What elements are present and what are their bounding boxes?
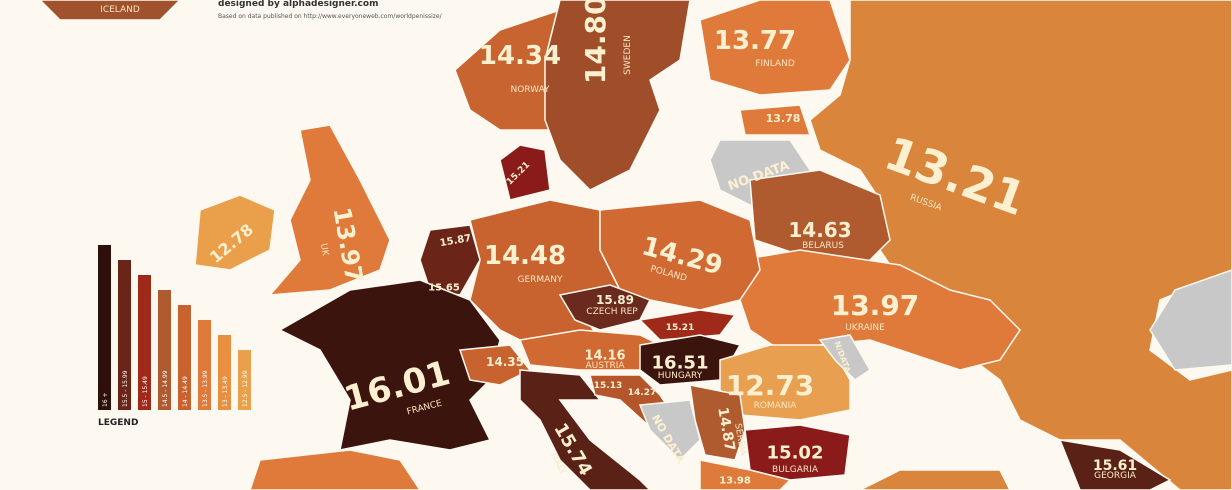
country-value: 13.98 [719,476,751,487]
country-name: BULGARIA [772,465,819,475]
finland [699,0,851,96]
country-name: CZECH REP [586,307,638,317]
spain [249,449,421,490]
country-value: 12.73 [726,369,815,402]
france [278,279,501,451]
legend-swatch [138,275,151,410]
macedonia [699,459,792,490]
legend-swatch [198,320,211,410]
legend-label: 16 + [102,392,109,407]
country-value: 14.27 [628,388,656,398]
legend-swatch [98,245,111,410]
country-value: 14.48 [484,241,566,271]
country-value: 15.21 [666,323,694,333]
country-value: 15.02 [767,442,824,463]
legend-label: 15.5 - 15.99 [122,370,129,407]
legend-label: 12.5 - 12.99 [242,370,249,407]
serbia [689,384,746,461]
georgia [1058,439,1172,490]
switzerland [458,344,532,386]
country-value: 14.87 [714,406,737,452]
poland [599,199,761,311]
country-value: 14.80 [579,0,612,84]
country-name: BELARUS [802,241,844,251]
legend-swatch [238,350,251,410]
country-name: UK [318,243,330,258]
legend-label: 14 - 14.49 [182,376,189,407]
country-name: ROMANIA [754,401,798,411]
source: Based on data published on http://www.ev… [218,13,443,20]
country-name: ICELAND [100,5,140,15]
turkey [859,469,1011,490]
legend-swatch [118,260,131,410]
bosnia [638,399,701,462]
legend-title: LEGEND [98,418,138,428]
slovakia [638,309,737,341]
legend-label: 15 - 15.49 [142,376,149,407]
country-name: NORWAY [510,85,550,95]
country-name: GEORGIA [1094,471,1137,481]
kazakhstan [1149,269,1232,371]
country-name: SWEDEN [623,35,633,75]
legend-label: 14.5 - 14.99 [162,370,169,407]
legend-swatch [158,290,171,410]
country-name: HUNGARY [658,371,703,381]
moldova [818,334,871,381]
country-name: GERMANY [517,275,563,285]
uk [268,124,391,296]
country-value: 14.16 [584,349,625,364]
benelux [419,224,481,296]
belarus [749,169,891,271]
country-value: 14.63 [788,218,851,242]
legend-swatch [178,305,191,410]
sweden [544,0,691,191]
country-value: 14.35 [486,355,524,369]
ireland [194,194,276,271]
country-value: 15.87 [439,233,472,249]
country-name: AUSTRIA [585,361,625,371]
country-value: 13.78 [766,112,801,125]
ukraine [739,249,1021,371]
denmark [499,144,551,201]
country-name: FINLAND [755,59,795,69]
country-value: 13.77 [714,26,796,56]
iceland [38,0,182,21]
credit: designed by alphadesigner.com [218,0,378,9]
legend: LEGEND 16 + 15.5 - 15.99 15 - 15.49 14.5 - … [98,245,251,428]
country-value: 16.51 [652,352,709,373]
country-value: 15.13 [594,381,622,391]
country-value: 15.65 [428,283,460,294]
country-value: 15.61 [1093,458,1137,474]
country-value: 14.34 [479,41,561,71]
land [38,0,1232,490]
legend-swatch [218,335,231,410]
russia [809,0,1232,490]
country-value: 15.89 [596,293,634,307]
estonia [739,104,812,136]
country-name: UKRAINE [845,323,885,333]
legend-label: 13 - 13.49 [222,376,229,407]
legend-label: 13.5 - 13.99 [202,370,209,407]
country-value: 13.97 [831,289,920,322]
